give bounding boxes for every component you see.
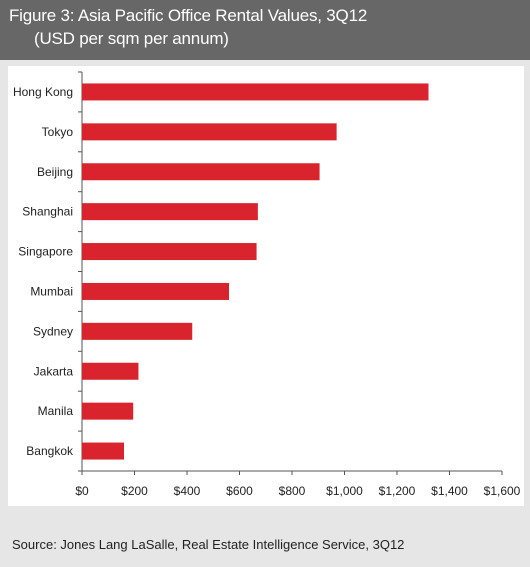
source-note: Source: Jones Lang LaSalle, Real Estate …: [12, 537, 405, 552]
bar-sydney: [82, 322, 193, 340]
x-tick-label: $800: [279, 484, 306, 498]
category-label: Mumbai: [30, 284, 73, 298]
bar-jakarta: [82, 362, 139, 380]
bar-chart: Hong Kong Tokyo Beijing Shanghai Singapore Mu…: [13, 71, 521, 498]
bar-hong-kong: [82, 83, 429, 101]
bar-singapore: [82, 243, 257, 261]
category-label: Sydney: [33, 324, 73, 338]
category-label: Hong Kong: [13, 85, 73, 99]
bar-shanghai: [82, 203, 258, 221]
category-label: Bangkok: [26, 444, 74, 458]
x-tick-label: $600: [226, 484, 253, 498]
chart-subtitle: (USD per sqm per annum): [34, 29, 229, 48]
category-label: Tokyo: [42, 125, 74, 139]
category-label: Manila: [38, 404, 74, 418]
x-tick-label: $1,400: [431, 484, 468, 498]
bar-bangkok: [82, 442, 124, 460]
bar-tokyo: [82, 123, 337, 141]
category-label: Shanghai: [22, 205, 73, 219]
x-tick-label: $200: [121, 484, 148, 498]
chart-title: Figure 3: Asia Pacific Office Rental Val…: [9, 6, 368, 25]
x-tick-label: $1,200: [379, 484, 416, 498]
x-tick-label: $0: [75, 484, 89, 498]
category-label: Beijing: [37, 165, 73, 179]
bar-beijing: [82, 163, 320, 181]
category-label: Jakarta: [34, 364, 74, 378]
x-tick-label: $1,000: [326, 484, 363, 498]
x-tick-label: $400: [174, 484, 201, 498]
category-label: Singapore: [18, 245, 73, 259]
title-bar: Figure 3: Asia Pacific Office Rental Val…: [0, 0, 530, 60]
x-tick-label: $1,600: [484, 484, 521, 498]
chart-panel: Hong Kong Tokyo Beijing Shanghai Singapore Mu…: [8, 66, 524, 506]
bar-manila: [82, 402, 134, 420]
bar-mumbai: [82, 282, 229, 300]
